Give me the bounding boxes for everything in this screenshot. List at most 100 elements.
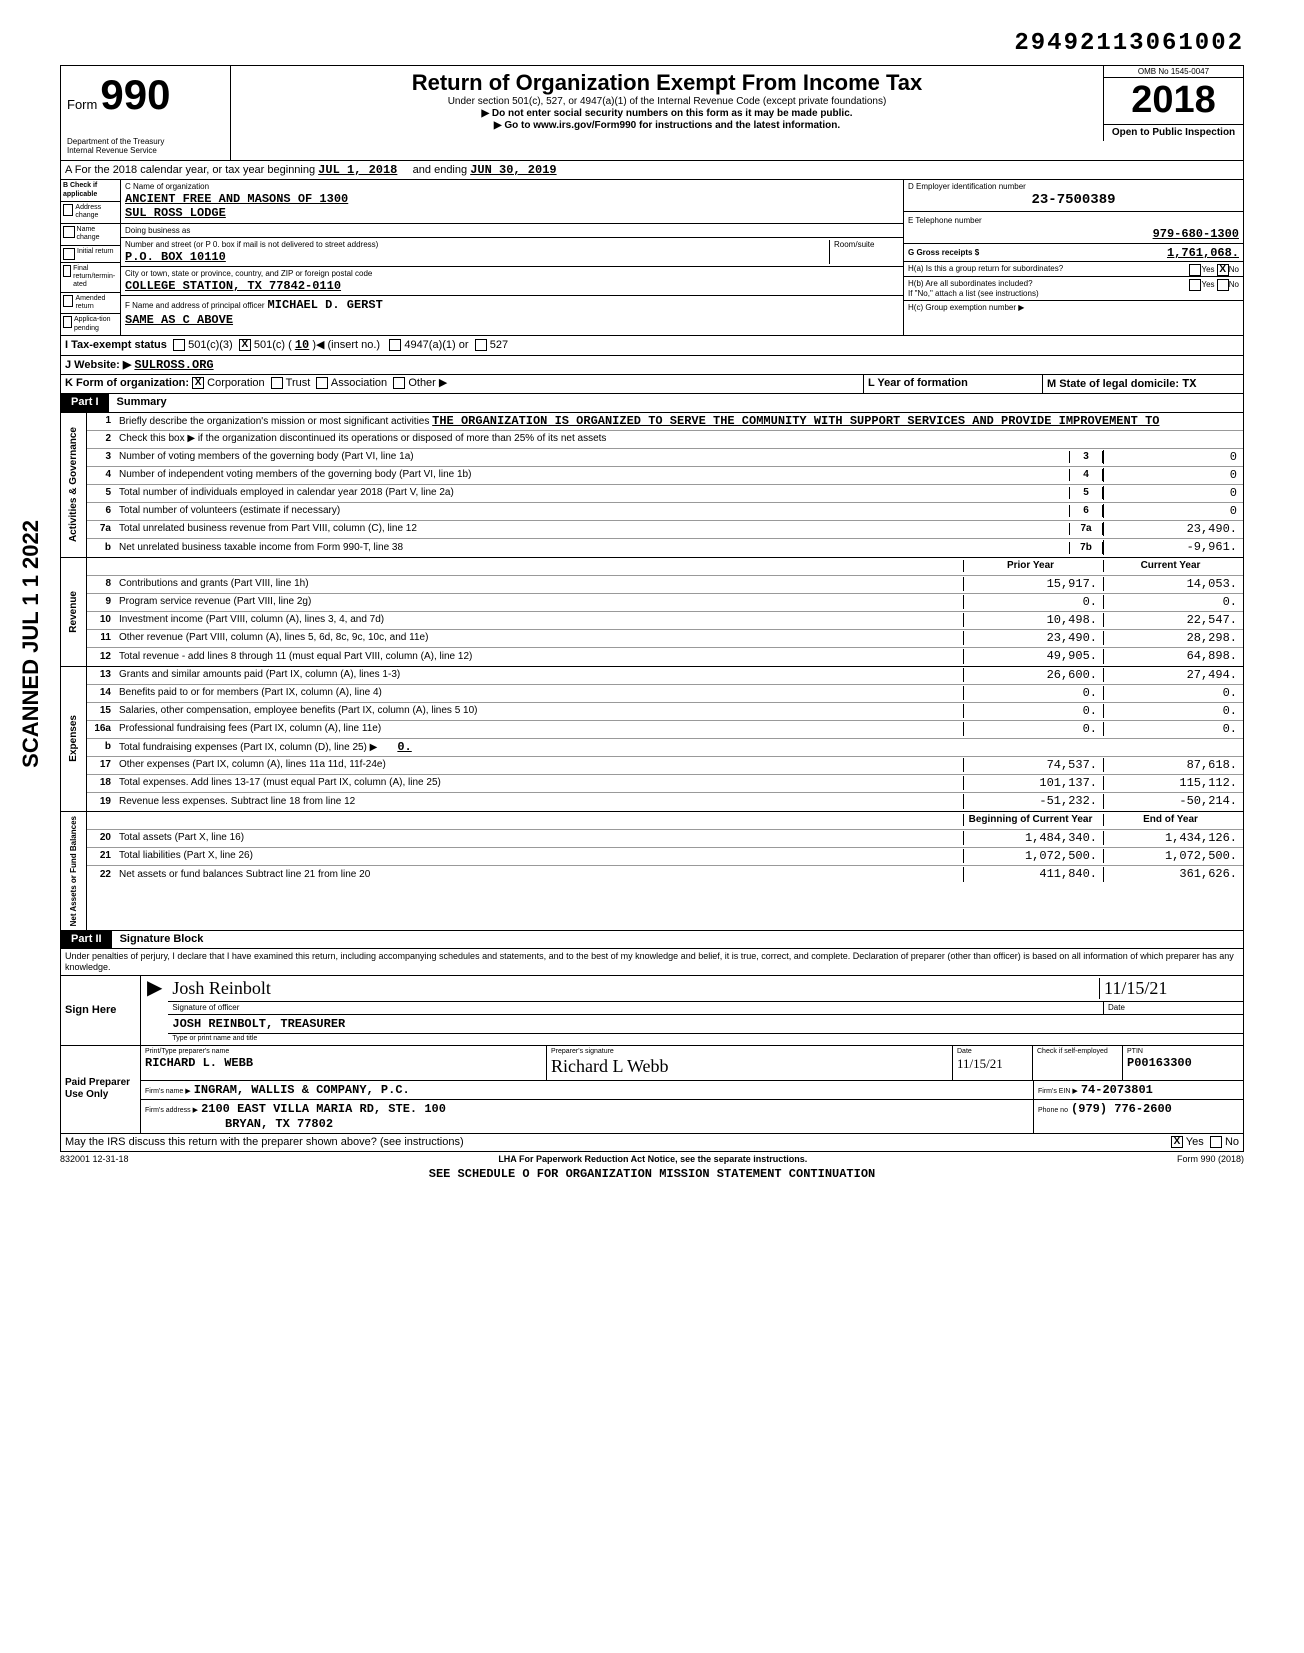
netassets-label: Net Assets or Fund Balances — [67, 812, 81, 930]
l-label: L Year of formation — [868, 377, 968, 389]
netasset-line: 20 Total assets (Part X, line 16) 1,484,… — [87, 830, 1243, 848]
open-inspection: Open to Public Inspection — [1104, 124, 1243, 141]
expense-line: 18 Total expenses. Add lines 13-17 (must… — [87, 775, 1243, 793]
prior-year-hdr: Prior Year — [963, 560, 1103, 572]
line-num: 22 — [87, 869, 115, 881]
expenses-section: Expenses 13 Grants and similar amounts p… — [60, 667, 1244, 812]
expense-line: 13 Grants and similar amounts paid (Part… — [87, 667, 1243, 685]
i-527-check[interactable] — [475, 339, 487, 351]
line-num: 12 — [87, 651, 115, 663]
line-desc: Program service revenue (Part VIII, line… — [115, 595, 963, 609]
line-desc: Total revenue - add lines 8 through 11 (… — [115, 650, 963, 664]
k-corp-check[interactable]: X — [192, 377, 204, 389]
check-pending[interactable] — [63, 316, 72, 328]
line-box: 7b — [1069, 542, 1103, 554]
line-box: 4 — [1069, 469, 1103, 481]
part1-header: Part I Summary — [60, 394, 1244, 412]
ha-yes-check[interactable] — [1189, 264, 1201, 276]
check-initial[interactable] — [63, 248, 75, 260]
dept-irs: Internal Revenue Service — [67, 147, 224, 156]
current-value: 28,298. — [1103, 631, 1243, 645]
check-name[interactable] — [63, 226, 75, 238]
form-subtitle: Under section 501(c), 527, or 4947(a)(1)… — [239, 96, 1095, 108]
prior-value: 0. — [963, 686, 1103, 700]
line-num: 5 — [87, 487, 115, 499]
ha-no-check[interactable]: X — [1217, 264, 1229, 276]
line-num: 17 — [87, 759, 115, 771]
i-4947: 4947(a)(1) or — [404, 339, 468, 351]
ha-yes: Yes — [1201, 265, 1214, 274]
sign-arrow-icon: ▶ — [141, 976, 168, 1045]
k-corp: Corporation — [207, 377, 264, 389]
discuss-yes-check[interactable]: X — [1171, 1136, 1183, 1148]
line-num: 18 — [87, 777, 115, 789]
line-box: 7a — [1069, 523, 1103, 535]
ein-label: D Employer identification number — [908, 182, 1239, 192]
i-501c-check[interactable]: X — [239, 339, 251, 351]
check-address[interactable] — [63, 204, 73, 216]
check-amended[interactable] — [63, 295, 73, 307]
officer-addr: SAME AS C ABOVE — [125, 313, 899, 327]
hb-no-check[interactable] — [1217, 279, 1229, 291]
line-value: 0 — [1103, 504, 1243, 518]
line-num: 9 — [87, 596, 115, 608]
room-label: Room/suite — [829, 240, 899, 264]
website-row: J Website: ▶ SULROSS.ORG — [60, 356, 1244, 375]
line-num: 21 — [87, 850, 115, 862]
prep-name-label: Print/Type preparer's name — [145, 1048, 542, 1056]
eoy-value: 1,072,500. — [1103, 849, 1243, 863]
line-desc: Total number of individuals employed in … — [115, 486, 1069, 500]
k-other-check[interactable] — [393, 377, 405, 389]
line-desc: Revenue less expenses. Subtract line 18 … — [115, 795, 963, 809]
period-end: JUN 30, 2019 — [470, 163, 556, 177]
line-desc: Contributions and grants (Part VIII, lin… — [115, 577, 963, 591]
eoy-hdr: End of Year — [1103, 814, 1243, 826]
line-value: 0 — [1103, 468, 1243, 482]
org-name-label: C Name of organization — [125, 182, 899, 192]
current-value: 0. — [1103, 704, 1243, 718]
i-501c3-check[interactable] — [173, 339, 185, 351]
declaration: Under penalties of perjury, I declare th… — [60, 949, 1244, 976]
firm-phone-label: Phone no — [1038, 1107, 1068, 1114]
line-num: 3 — [87, 451, 115, 463]
line-num: 4 — [87, 469, 115, 481]
governance-line: 3 Number of voting members of the govern… — [87, 449, 1243, 467]
form-number: 990 — [100, 71, 170, 118]
line-desc: Net assets or fund balances Subtract lin… — [115, 868, 963, 882]
line-value: 0 — [1103, 450, 1243, 464]
check-address-label: Address change — [75, 204, 118, 221]
discuss-no-check[interactable] — [1210, 1136, 1222, 1148]
form-note-2: ▶ Go to www.irs.gov/Form990 for instruct… — [239, 120, 1095, 132]
prep-name: RICHARD L. WEBB — [145, 1056, 542, 1070]
i-527: 527 — [490, 339, 508, 351]
expense-line: 19 Revenue less expenses. Subtract line … — [87, 793, 1243, 811]
ha-label: H(a) Is this a group return for subordin… — [908, 264, 1063, 273]
current-value: 0. — [1103, 595, 1243, 609]
revenue-line: 8 Contributions and grants (Part VIII, l… — [87, 576, 1243, 594]
discuss-label: May the IRS discuss this return with the… — [65, 1136, 464, 1148]
boy-value: 1,072,500. — [963, 849, 1103, 863]
line-desc: Investment income (Part VIII, column (A)… — [115, 613, 963, 627]
line-num: 13 — [87, 669, 115, 681]
typed-name-label: Type or print name and title — [168, 1034, 1243, 1044]
k-trust-check[interactable] — [271, 377, 283, 389]
line-desc: Total liabilities (Part X, line 26) — [115, 849, 963, 863]
ein-value: 23-7500389 — [908, 192, 1239, 209]
firm-ein: 74-2073801 — [1081, 1083, 1153, 1097]
i-4947-check[interactable] — [389, 339, 401, 351]
expense-line: b Total fundraising expenses (Part IX, c… — [87, 739, 1243, 757]
revenue-label: Revenue — [66, 587, 82, 637]
hb-yes-check[interactable] — [1189, 279, 1201, 291]
hb-label: H(b) Are all subordinates included? — [908, 279, 1033, 288]
prior-value: 10,498. — [963, 613, 1103, 627]
line-1-num: 1 — [87, 415, 115, 427]
officer-label: F Name and address of principal officer — [125, 301, 264, 310]
k-assoc-check[interactable] — [316, 377, 328, 389]
prep-self-employed: Check if self-employed — [1033, 1046, 1123, 1080]
line-num: 14 — [87, 687, 115, 699]
check-final[interactable] — [63, 265, 71, 277]
revenue-line: 10 Investment income (Part VIII, column … — [87, 612, 1243, 630]
line-num: 15 — [87, 705, 115, 717]
line-1-value: THE ORGANIZATION IS ORGANIZED TO SERVE T… — [432, 414, 1159, 428]
revenue-section: Revenue Prior Year Current Year 8 Contri… — [60, 558, 1244, 667]
